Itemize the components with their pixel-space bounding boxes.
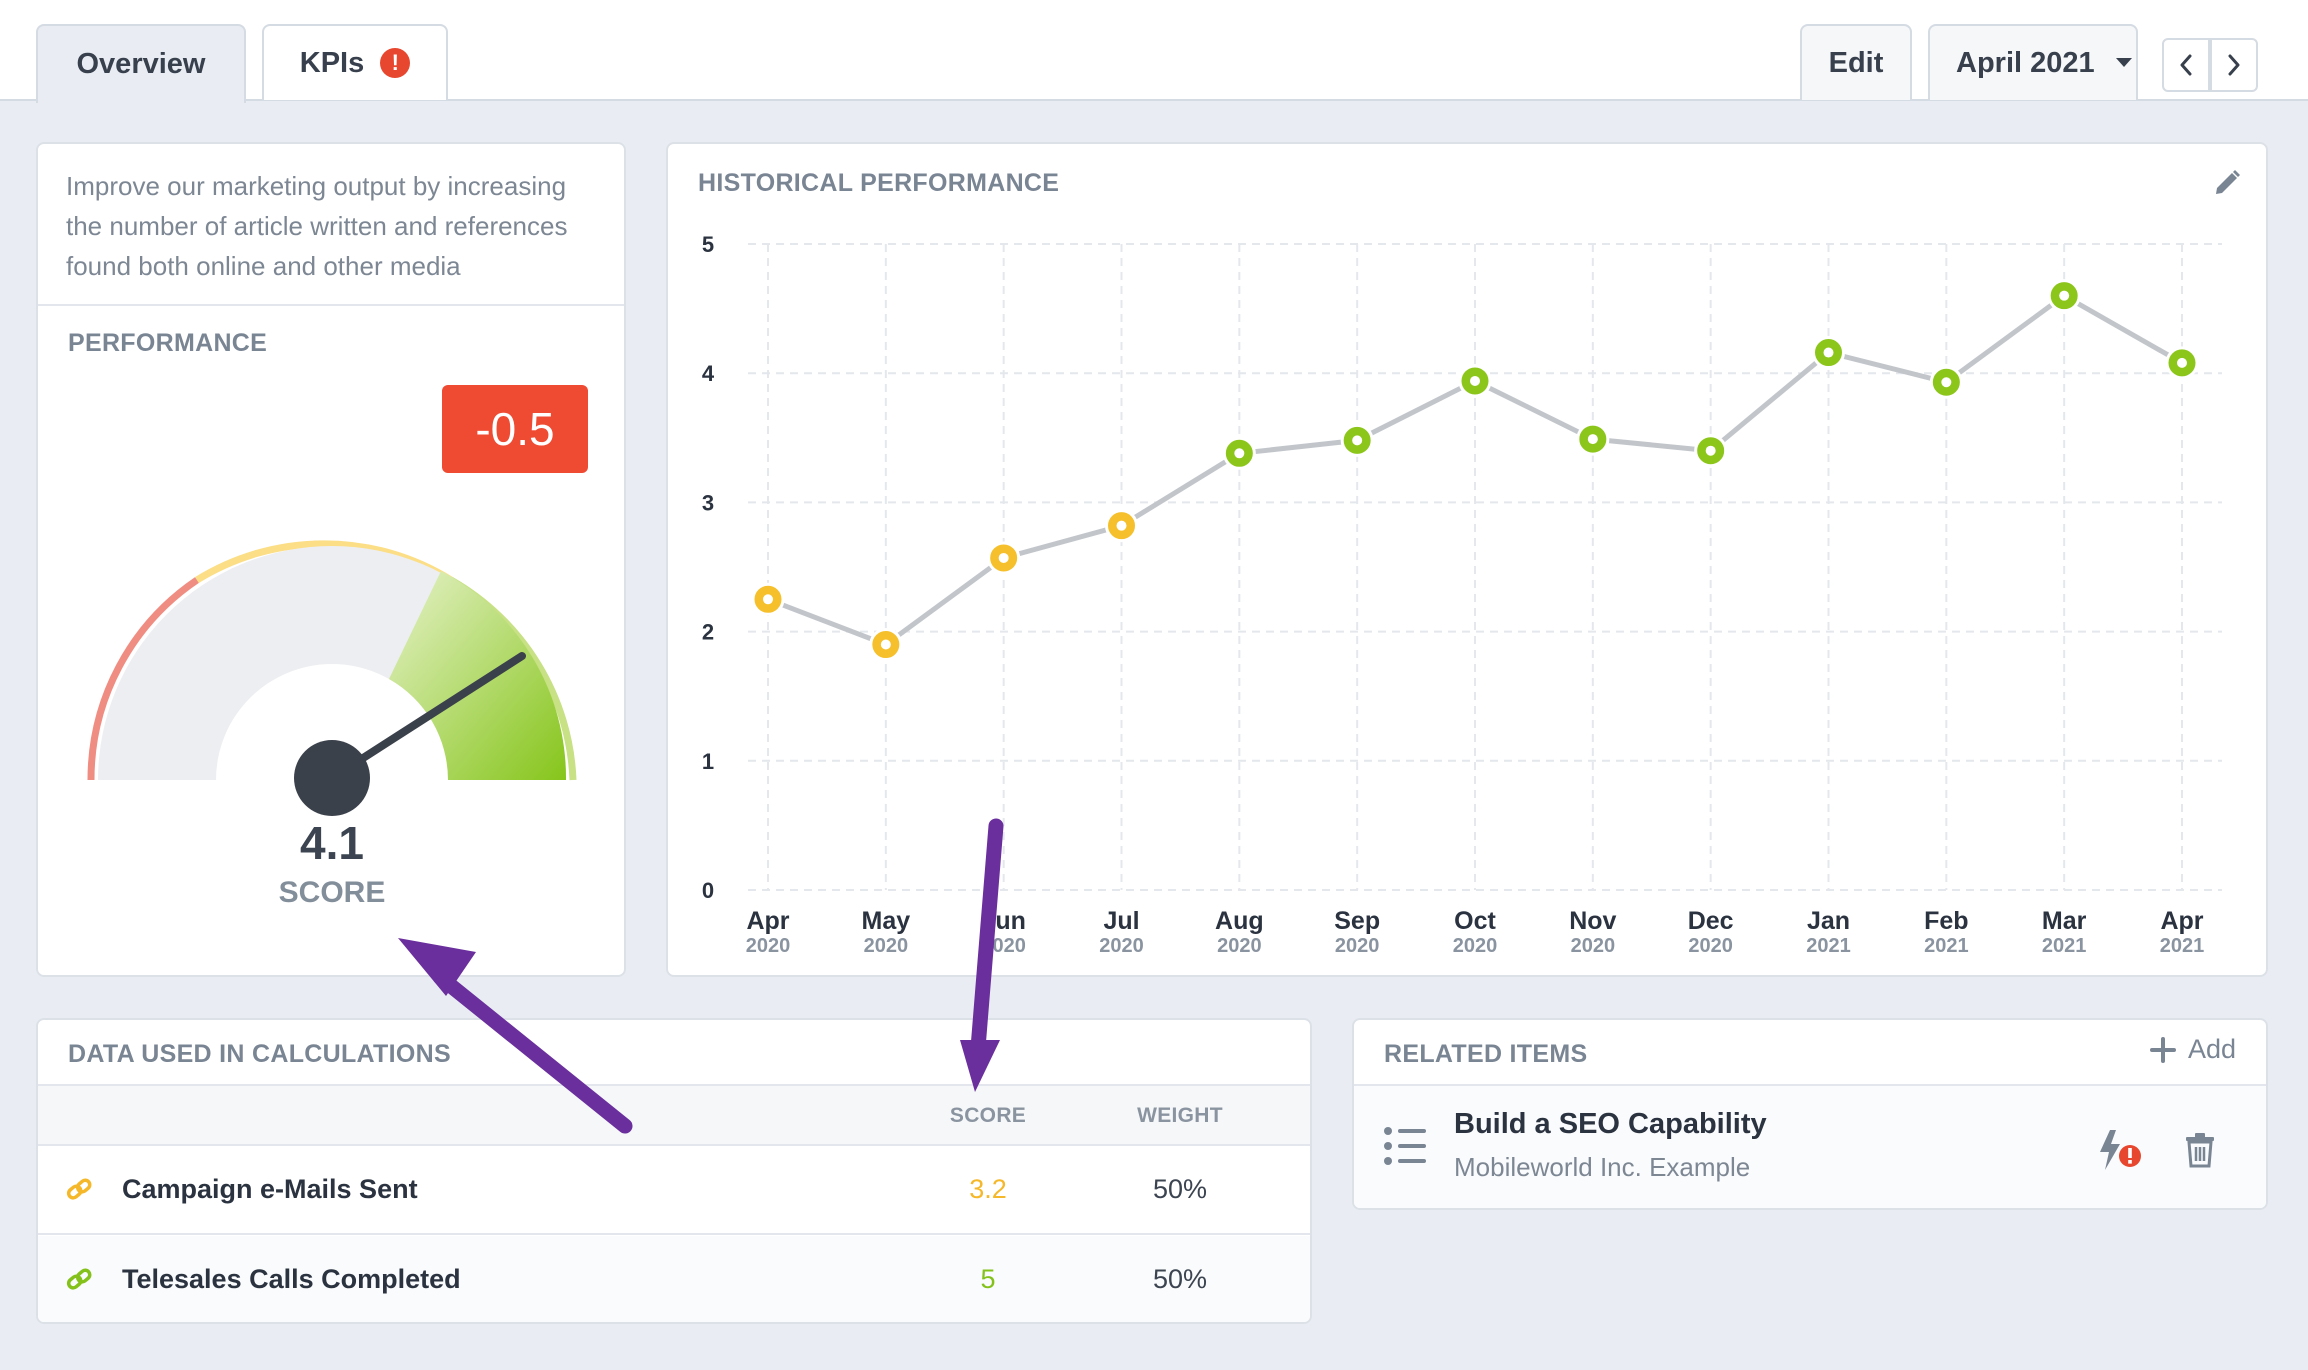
x-tick-month-label: Jan	[1807, 907, 1850, 935]
plus-icon	[2149, 1036, 2176, 1063]
y-tick-label: 1	[702, 749, 714, 774]
x-tick-year-label: 2021	[2160, 935, 2205, 957]
tab-kpis-label: KPIs	[299, 46, 365, 79]
performance-title: PERFORMANCE	[68, 329, 268, 357]
score-label: SCORE	[278, 876, 386, 909]
related-items-title: RELATED ITEMS	[1384, 1040, 1588, 1068]
data-point[interactable]	[1929, 365, 1963, 399]
x-tick-month-label: Aug	[1215, 907, 1264, 935]
y-tick-label: 5	[702, 232, 714, 257]
x-tick-month-label: Dec	[1688, 907, 1734, 935]
x-tick-year-label: 2020	[981, 935, 1026, 957]
historical-performance-title: HISTORICAL PERFORMANCE	[698, 169, 1060, 197]
x-tick-year-label: 2020	[864, 935, 909, 957]
x-tick-month-label: Jun	[981, 907, 1025, 935]
x-tick-year-label: 2021	[2042, 935, 2086, 957]
y-tick-label: 0	[702, 878, 714, 903]
tab-overview-label: Overview	[76, 48, 206, 80]
chevron-right-icon	[2228, 54, 2240, 76]
score-value: 4.1	[300, 817, 364, 869]
data-point[interactable]	[987, 541, 1021, 575]
top-bar: Overview KPIs ! Edit April 2021	[0, 0, 2308, 103]
x-tick-month-label: Jul	[1103, 907, 1139, 935]
data-point[interactable]	[2165, 346, 2199, 380]
row-name: Campaign e-Mails Sent	[122, 1174, 418, 1204]
period-select-label: April 2021	[1956, 46, 2095, 79]
x-tick-year-label: 2020	[1335, 935, 1380, 957]
table-header: SCORE WEIGHT	[38, 1084, 1310, 1146]
data-point[interactable]	[2047, 279, 2081, 313]
link-icon	[66, 1178, 92, 1200]
data-point[interactable]	[1458, 364, 1492, 398]
edit-button[interactable]: Edit	[1800, 24, 1912, 100]
y-tick-label: 4	[702, 361, 715, 386]
data-point[interactable]	[751, 582, 785, 616]
x-tick-year-label: 2020	[1571, 935, 1616, 957]
x-tick-year-label: 2021	[1924, 935, 1969, 957]
chevron-left-icon	[2180, 54, 2192, 76]
x-tick-month-label: Apr	[2160, 907, 2203, 935]
tab-kpis[interactable]: KPIs !	[262, 24, 448, 100]
add-related-item-button[interactable]: Add	[2149, 1034, 2236, 1065]
x-tick-year-label: 2021	[1806, 935, 1851, 957]
x-tick-month-label: Oct	[1454, 907, 1496, 935]
data-point[interactable]	[869, 628, 903, 662]
calculation-data-title: DATA USED IN CALCULATIONS	[68, 1040, 451, 1068]
calculation-data-card: DATA USED IN CALCULATIONS SCORE WEIGHT C…	[36, 1018, 1312, 1324]
tab-overview[interactable]: Overview	[36, 24, 246, 103]
edit-button-label: Edit	[1828, 46, 1884, 79]
table-row[interactable]: Telesales Calls Completed 5 50%	[38, 1236, 1310, 1322]
x-tick-year-label: 2020	[1688, 935, 1733, 957]
x-tick-month-label: Feb	[1924, 907, 1968, 935]
link-icon	[66, 1268, 92, 1290]
row-name: Telesales Calls Completed	[122, 1264, 461, 1294]
related-item-title: Build a SEO Capability	[1454, 1108, 1767, 1140]
row-score: 5	[980, 1264, 996, 1294]
period-select[interactable]: April 2021	[1928, 24, 2138, 100]
trash-icon[interactable]	[2184, 1132, 2216, 1168]
x-tick-month-label: May	[862, 907, 911, 935]
related-items-card: RELATED ITEMS Add Build a SEO Capability…	[1352, 1018, 2268, 1210]
data-point[interactable]	[1812, 336, 1845, 370]
bolt-alert-icon[interactable]	[2096, 1128, 2146, 1172]
next-period-button[interactable]	[2210, 38, 2258, 92]
add-label: Add	[2187, 1034, 2236, 1064]
table-row[interactable]: Campaign e-Mails Sent 3.2 50%	[38, 1146, 1310, 1235]
related-item-subtitle: Mobileworld Inc. Example	[1454, 1152, 1751, 1182]
list-item[interactable]: Build a SEO Capability Mobileworld Inc. …	[1354, 1084, 2266, 1208]
historical-performance-chart: 012345Apr2020May2020Jun2020Jul2020Aug202…	[702, 232, 2222, 957]
row-weight: 50%	[1152, 1264, 1208, 1294]
column-header-weight: WEIGHT	[1137, 1104, 1223, 1127]
performance-card: Improve our marketing output by increasi…	[36, 142, 626, 977]
data-point[interactable]	[1340, 423, 1374, 457]
previous-period-button[interactable]	[2162, 38, 2210, 92]
x-tick-year-label: 2020	[1099, 935, 1144, 957]
kpi-description: Improve our marketing output by increasi…	[66, 171, 568, 281]
x-tick-month-label: Sep	[1334, 907, 1380, 935]
list-icon	[1384, 1127, 1426, 1165]
x-tick-year-label: 2020	[1217, 935, 1262, 957]
y-tick-label: 3	[702, 490, 714, 515]
data-point[interactable]	[1576, 422, 1610, 456]
x-tick-year-label: 2020	[1453, 935, 1498, 957]
caret-down-icon	[2115, 58, 2132, 67]
pencil-icon[interactable]	[2212, 168, 2242, 198]
x-tick-month-label: Nov	[1569, 907, 1616, 935]
data-point[interactable]	[1694, 434, 1728, 468]
row-weight: 50%	[1152, 1174, 1208, 1204]
column-header-score: SCORE	[949, 1104, 1027, 1127]
score-change-badge: -0.5	[442, 385, 588, 473]
x-tick-year-label: 2020	[746, 935, 791, 957]
data-point[interactable]	[1105, 509, 1138, 543]
historical-performance-card: HISTORICAL PERFORMANCE 0 1 2 3 4 5 Apr 2020 May 2…	[666, 142, 2268, 977]
x-tick-month-label: Mar	[2042, 907, 2087, 935]
divider	[38, 304, 624, 306]
alert-icon: !	[380, 48, 411, 78]
y-tick-label: 2	[702, 620, 714, 645]
performance-gauge	[87, 540, 577, 816]
x-tick-month-label: Apr	[746, 907, 789, 935]
row-score: 3.2	[969, 1174, 1007, 1204]
data-point[interactable]	[1222, 436, 1256, 470]
